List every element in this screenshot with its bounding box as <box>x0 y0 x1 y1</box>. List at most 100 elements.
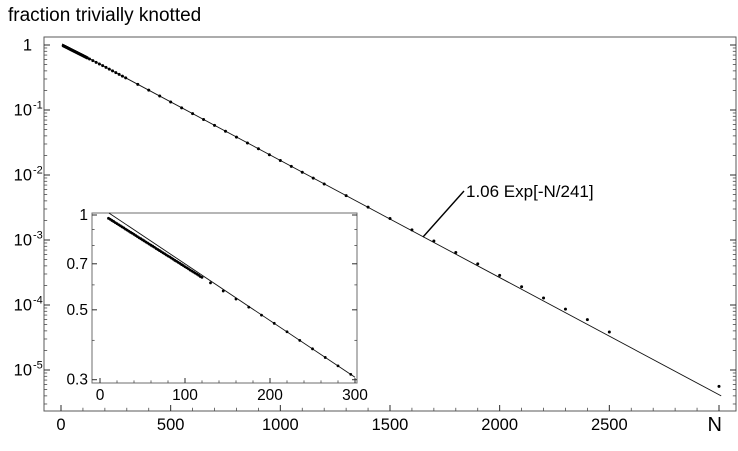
main-y-tick-labels: 110-110-210-310-410-5 <box>14 37 43 380</box>
data-point <box>94 60 98 64</box>
inset-y-tick-label: 1 <box>79 207 88 224</box>
inset-data-point <box>200 275 204 279</box>
inset-data-point <box>260 313 263 317</box>
data-point <box>224 129 227 133</box>
inset-plot: 1 0.7 0.5 0.3 0 100 200 300 <box>66 207 368 404</box>
data-point <box>117 72 121 76</box>
x-tick-label: 1500 <box>372 416 409 434</box>
data-point <box>520 285 524 289</box>
data-point <box>245 141 249 145</box>
data-point <box>169 100 173 104</box>
main-x-tick-labels: 0 500 1000 1500 2000 2500 <box>56 416 627 434</box>
y-tick-label: 10 <box>14 297 32 315</box>
data-point <box>111 69 115 73</box>
y-tick-label: 10 <box>14 232 32 250</box>
data-point <box>114 71 118 75</box>
inset-data-point <box>272 321 276 325</box>
inset-data-point <box>247 305 251 309</box>
y-tick-exponent: -2 <box>33 165 43 177</box>
data-point <box>124 76 128 80</box>
data-points <box>61 44 721 388</box>
main-plot: 110-110-210-310-410-5 0 500 1000 1500 2000 25… <box>14 36 737 436</box>
data-point <box>410 228 414 232</box>
inset-x-tick-labels: 0 100 200 300 <box>96 387 369 404</box>
data-point <box>104 65 108 69</box>
data-point <box>180 106 184 110</box>
data-point <box>107 67 111 71</box>
inset-y-tick-labels: 1 0.7 0.5 0.3 <box>66 207 88 389</box>
inset-y-tick-label: 0.7 <box>66 256 88 273</box>
data-point <box>366 205 370 209</box>
y-tick-label: 10 <box>14 102 32 120</box>
inset-data-point <box>221 289 225 293</box>
data-point <box>147 88 151 92</box>
data-point <box>202 118 206 122</box>
inset-data-point <box>209 281 212 285</box>
x-tick-label: 1000 <box>262 416 299 434</box>
inset-frame <box>91 212 358 384</box>
x-axis-label: N <box>708 414 722 436</box>
data-point <box>136 82 140 86</box>
inset-y-tick-label: 0.3 <box>66 372 88 389</box>
inset-axis-ticks <box>92 214 357 383</box>
inset-data-point <box>336 364 340 368</box>
data-point <box>717 384 721 388</box>
y-tick-exponent: -1 <box>33 100 43 112</box>
data-point <box>476 262 480 266</box>
data-point <box>213 123 217 127</box>
inset-data-point <box>311 347 314 351</box>
inset-y-tick-label: 0.5 <box>66 302 88 319</box>
data-point <box>158 94 162 98</box>
inset-fit-line <box>108 212 356 378</box>
y-tick-exponent: -5 <box>33 360 43 372</box>
data-point <box>91 59 95 63</box>
y-tick-exponent: -3 <box>33 230 43 242</box>
y-tick-label: 1 <box>23 37 32 55</box>
data-point <box>256 147 260 151</box>
main-axis-ticks <box>44 44 736 411</box>
y-tick-exponent: -4 <box>33 295 43 307</box>
data-point <box>88 57 92 61</box>
data-point <box>454 250 458 254</box>
data-point <box>191 112 195 116</box>
data-point <box>289 164 293 168</box>
data-point <box>120 74 124 78</box>
data-point <box>267 153 271 157</box>
data-point <box>101 64 105 68</box>
chart-title: fraction trivially knotted <box>8 5 201 26</box>
y-tick-label: 10 <box>14 362 32 380</box>
data-point <box>388 217 392 221</box>
data-point <box>300 170 304 174</box>
inset-data-point <box>234 297 238 301</box>
data-point <box>432 239 436 243</box>
data-point <box>322 182 326 186</box>
inset-x-tick-label: 100 <box>172 387 198 404</box>
inset-x-tick-label: 200 <box>257 387 283 404</box>
inset-data-points <box>107 216 353 376</box>
fit-annotation-pointer <box>422 190 465 238</box>
data-point <box>278 159 282 163</box>
data-point <box>563 307 567 311</box>
y-tick-label: 10 <box>14 167 32 185</box>
inset-data-point <box>298 338 302 342</box>
inset-data-point <box>349 372 353 376</box>
inset-data-point <box>285 330 289 334</box>
x-tick-label: 500 <box>157 416 185 434</box>
inset-data-point <box>323 356 327 359</box>
data-point <box>97 62 101 66</box>
inset-x-tick-label: 0 <box>96 387 105 404</box>
x-tick-label: 2500 <box>591 416 628 434</box>
data-point <box>542 296 546 300</box>
data-point <box>498 273 502 277</box>
data-point <box>311 176 315 180</box>
data-point <box>344 194 348 198</box>
fit-annotation-label: 1.06 Exp[-N/241] <box>466 182 594 201</box>
x-tick-label: 0 <box>56 416 65 434</box>
data-point <box>234 135 238 139</box>
x-tick-label: 2000 <box>481 416 518 434</box>
data-point <box>607 330 611 334</box>
data-point <box>585 318 589 322</box>
inset-x-tick-label: 300 <box>342 387 368 404</box>
